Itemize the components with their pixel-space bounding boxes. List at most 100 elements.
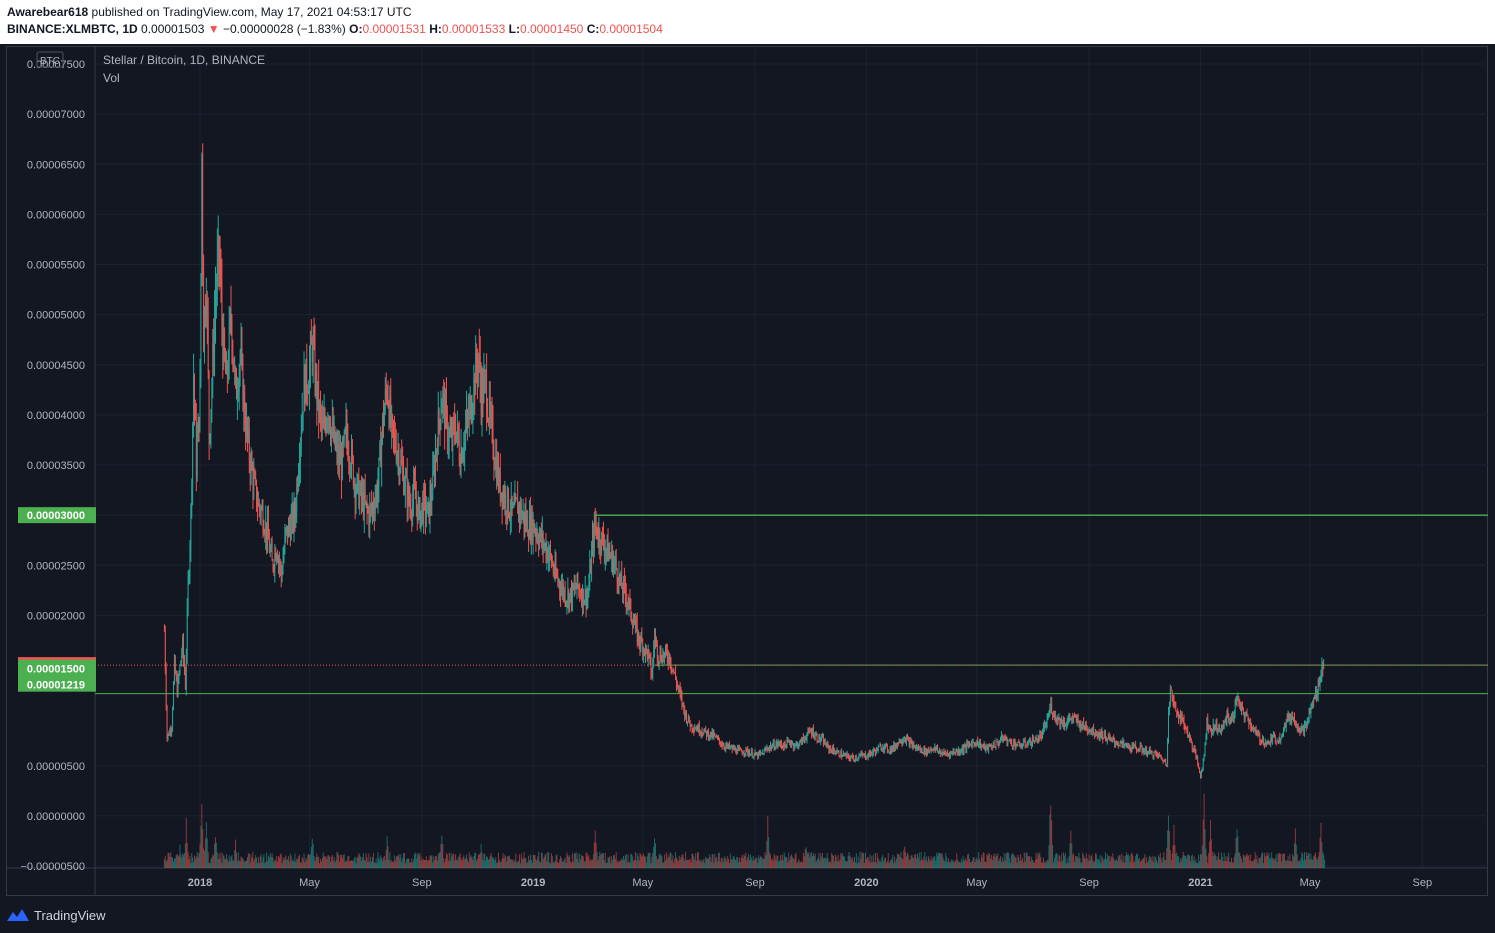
candle-body <box>521 515 523 519</box>
volume-bar <box>530 859 532 868</box>
candle-body <box>1135 744 1137 748</box>
volume-bar <box>811 852 813 868</box>
level-tag-label: 0.00001500 <box>27 664 85 676</box>
candle-body <box>337 444 339 463</box>
candle-body <box>763 750 765 755</box>
candle-body <box>252 469 254 492</box>
volume-bar <box>1019 860 1021 868</box>
candle-body <box>1273 734 1275 736</box>
volume-bar <box>770 854 772 868</box>
x-tick-label: May <box>1300 877 1321 889</box>
candle-body <box>858 756 860 759</box>
candle-body <box>460 450 462 473</box>
volume-bar <box>894 856 896 868</box>
candle-body <box>364 491 366 502</box>
volume-bar <box>357 856 359 868</box>
candle-body <box>616 569 618 582</box>
candle-body <box>182 637 184 655</box>
legend-title[interactable]: Stellar / Bitcoin, 1D, BINANCE <box>103 53 266 67</box>
volume-bar <box>550 853 552 868</box>
candle-body <box>317 381 319 403</box>
candle-body <box>994 746 996 748</box>
candle-body <box>735 748 737 753</box>
candle-body <box>1237 696 1239 698</box>
candle-body <box>1052 712 1053 716</box>
legend-volume[interactable]: Vol <box>103 71 120 85</box>
volume-bar <box>1250 854 1252 868</box>
candle-body <box>810 731 812 733</box>
volume-bar <box>876 853 878 868</box>
candle-body <box>978 745 980 746</box>
volume-bar <box>246 857 248 868</box>
volume-bar <box>256 862 258 868</box>
tradingview-branding[interactable]: TradingView <box>6 904 106 926</box>
candle-body <box>975 743 977 746</box>
candle-body <box>1123 741 1125 745</box>
candle-body <box>573 586 575 589</box>
candle-body <box>767 748 769 749</box>
chart-pane[interactable] <box>6 46 1488 896</box>
volume-bar <box>1136 853 1138 868</box>
candle-body <box>686 713 687 723</box>
publisher-name[interactable]: Awarebear618 <box>7 5 89 19</box>
candle-body <box>362 492 364 516</box>
volume-bar <box>880 862 882 868</box>
candle-body <box>970 743 972 747</box>
candle-body <box>709 731 711 737</box>
volume-bar <box>1191 854 1193 868</box>
candle-body <box>753 754 755 757</box>
candle-body <box>909 741 911 747</box>
candle-body <box>603 534 604 547</box>
volume-bar <box>691 853 693 868</box>
candle-body <box>971 742 973 747</box>
volume-bar <box>854 862 856 868</box>
volume-bar <box>1135 855 1137 868</box>
volume-bar <box>258 863 260 868</box>
candle-body <box>236 377 237 399</box>
candle-body <box>1297 726 1299 729</box>
candle-body <box>636 623 638 643</box>
volume-bar <box>376 862 378 868</box>
volume-bar <box>252 851 254 868</box>
volume-bar <box>947 861 949 868</box>
candle-body <box>1314 697 1315 699</box>
volume-bar <box>618 862 620 868</box>
candle-body <box>338 450 340 463</box>
candle-body <box>1323 667 1325 670</box>
candle-body <box>551 564 553 565</box>
candle-body <box>1025 745 1027 746</box>
volume-bar <box>478 854 480 868</box>
candle-body <box>1158 754 1159 758</box>
volume-bar <box>1212 855 1214 868</box>
volume-bar <box>574 853 576 868</box>
volume-bar <box>569 855 571 868</box>
candle-body <box>477 355 479 375</box>
volume-bar <box>466 859 468 868</box>
candle-body <box>734 748 736 750</box>
candle-body <box>1247 715 1249 722</box>
volume-bar <box>514 859 516 868</box>
candle-body <box>591 550 592 573</box>
candle-body <box>360 483 362 493</box>
volume-bar <box>705 856 707 868</box>
candle-body <box>1132 744 1134 746</box>
candle-body <box>681 695 683 705</box>
candle-body <box>197 417 199 442</box>
volume-bar <box>612 859 614 868</box>
volume-bar <box>696 860 698 868</box>
candle-body <box>1155 752 1157 754</box>
volume-bar <box>904 846 906 868</box>
candle-body <box>601 532 603 552</box>
volume-bar <box>840 853 842 868</box>
candle-body <box>605 549 607 552</box>
candle-body <box>1266 742 1268 745</box>
candle-body <box>388 405 390 425</box>
candle-body <box>277 554 278 562</box>
candle-body <box>833 747 834 751</box>
candle-body <box>320 411 322 423</box>
volume-bar <box>505 856 507 868</box>
candle-body <box>823 737 824 745</box>
candle-body <box>600 546 602 552</box>
candle-body <box>1320 676 1322 683</box>
